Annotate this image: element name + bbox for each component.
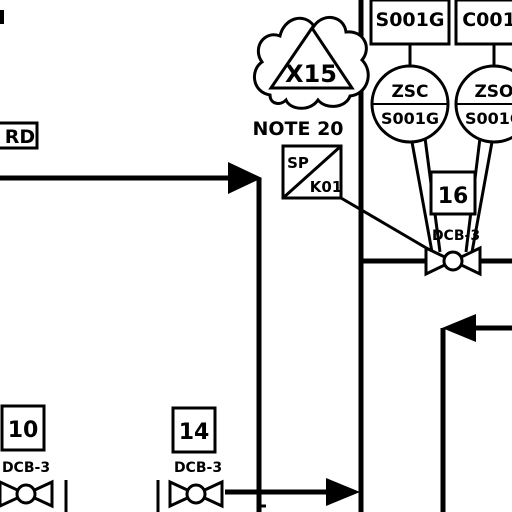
valve-14-tag: DCB-3: [174, 460, 222, 476]
partial-box-left: RD: [0, 121, 39, 150]
instrument-zsc-tag: ZSC: [391, 82, 428, 102]
setpoint-box: SP K01: [281, 144, 343, 200]
flow-arrow-right-bottom: [326, 478, 360, 506]
top-box-2: C001: [454, 0, 512, 46]
setpoint-top-label: SP: [287, 154, 309, 172]
valve-14-number: 14: [179, 420, 210, 445]
note-label: NOTE 20: [252, 118, 343, 140]
signal-line-setpoint: [340, 196, 441, 258]
partial-box-left-label: RD: [5, 126, 35, 148]
valve-10: 10 DCB-3: [0, 404, 68, 512]
valve-10-tag: DCB-3: [2, 460, 50, 476]
valve-14: 14 DCB-3: [156, 406, 224, 512]
signal-lines-bubbles: [410, 137, 494, 253]
instrument-zsc-number: S001G: [381, 109, 439, 128]
top-box-2-label: C001: [462, 9, 512, 31]
flow-arrow-left-return: [442, 314, 476, 342]
valve-16-number: 16: [438, 184, 469, 209]
instrument-zsc: ZSC S001G: [370, 44, 450, 144]
valve-16-tag: DCB-3: [432, 228, 480, 244]
instrument-zso: ZSO S001G: [454, 44, 512, 144]
revision-cloud: X15: [253, 16, 370, 110]
top-box-1: S001G: [369, 0, 451, 46]
setpoint-bottom-label: K01: [310, 178, 343, 196]
flow-arrow-right-top: [228, 162, 262, 194]
valve-16: 16 DCB-3: [424, 170, 482, 277]
revision-triangle-icon: [268, 25, 355, 90]
revision-cloud-outline: [253, 16, 370, 110]
top-box-1-label: S001G: [376, 9, 445, 31]
instrument-zso-tag: ZSO: [474, 82, 512, 102]
valve-10-number: 10: [8, 418, 39, 443]
instrument-zso-number: S001G: [465, 109, 512, 128]
revision-label: X15: [285, 60, 337, 88]
